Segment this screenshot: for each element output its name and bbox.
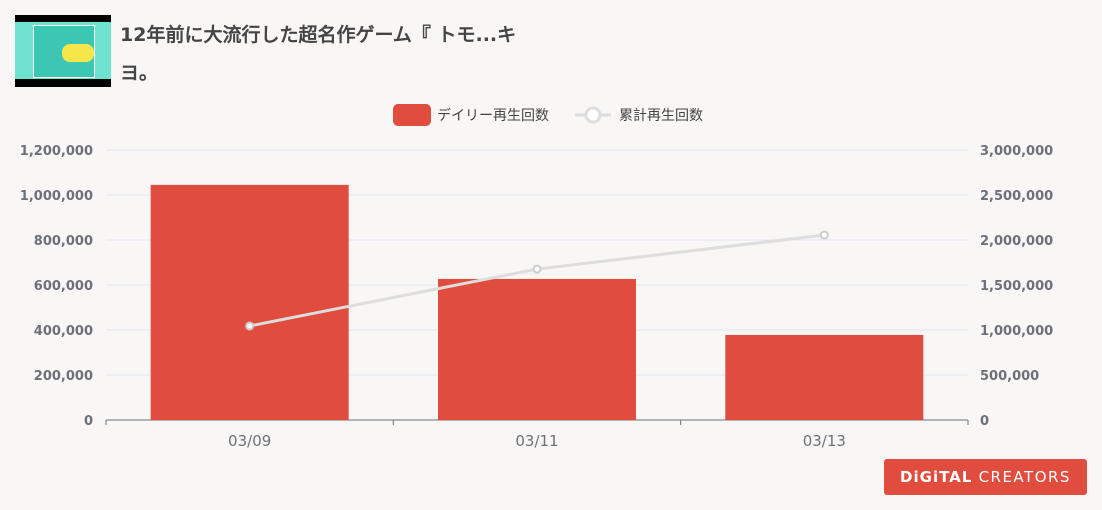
left-tick-label: 1,000,000 [20,189,93,204]
legend-label: 累計再生回数 [619,108,703,124]
legend-line-marker [584,106,602,124]
logo-part2: CREATORS [978,468,1071,486]
right-tick-label: 1,000,000 [980,324,1053,339]
logo-part1: DiGiTAL [900,468,973,486]
bar [150,184,349,420]
left-tick-label: 400,000 [34,324,93,339]
right-tick-label: 3,000,000 [980,144,1053,159]
right-tick-label: 1,500,000 [980,279,1053,294]
right-tick-label: 0 [980,414,989,429]
right-tick-label: 2,500,000 [980,189,1053,204]
legend-label: デイリー再生回数 [437,107,549,124]
legend-bar-swatch [393,104,431,126]
left-tick-label: 1,200,000 [20,144,93,159]
bar [725,334,924,420]
x-tick-label: 03/13 [803,432,846,450]
x-tick-label: 03/09 [228,432,271,450]
line-point [245,321,255,331]
bar [438,278,636,420]
right-tick-label: 2,000,000 [980,234,1053,249]
left-tick-label: 600,000 [34,279,93,294]
right-tick-label: 500,000 [980,369,1039,384]
left-tick-label: 200,000 [34,369,93,384]
line-point [819,230,829,240]
left-tick-label: 800,000 [34,234,93,249]
left-tick-label: 0 [84,414,93,429]
line-point [532,264,542,274]
video-thumbnail[interactable] [15,15,111,87]
x-tick-label: 03/11 [515,432,558,450]
digital-creators-logo: DiGiTAL CREATORS [884,459,1087,495]
video-title[interactable]: 12年前に大流行した超名作ゲーム『 トモ...キヨ。 [120,24,517,84]
